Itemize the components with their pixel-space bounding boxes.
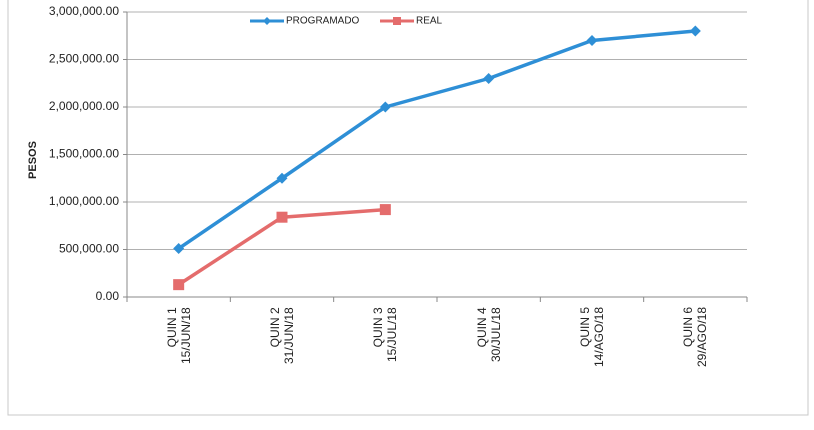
y-axis-title: PESOS (27, 141, 39, 179)
point (689, 25, 701, 37)
point (483, 73, 495, 84)
point (586, 35, 598, 46)
y-tick-label: 3,000,000.00 (49, 4, 119, 18)
point (173, 243, 185, 255)
chart-frame (7, 0, 809, 416)
x-tick-label: QUIN 3 15/JUL/18 (371, 307, 400, 362)
y-tick-label: 0.00 (96, 289, 120, 303)
y-tick-label: 1,500,000.00 (49, 147, 119, 161)
y-tick-label: 2,000,000.00 (49, 99, 119, 113)
point (276, 211, 288, 223)
x-tick-label: QUIN 5 14/AGO/18 (578, 306, 606, 367)
legend-label: PROGRAMADO (286, 16, 360, 27)
y-tick-label: 1,000,000.00 (49, 194, 119, 208)
point (393, 17, 401, 25)
x-tick-label: QUIN 6 29/AGO/18 (681, 306, 710, 367)
y-tick-label: 2,500,000.00 (49, 52, 119, 66)
point (379, 204, 391, 216)
series-line (177, 29, 696, 250)
x-tick-label: QUIN 1 15/JUN/18 (164, 307, 193, 364)
x-tick-label: QUIN 4 30/JUL/18 (474, 307, 503, 362)
point (379, 101, 391, 113)
legend-label: REAL (416, 16, 443, 27)
x-tick-label: QUIN 2 31/JUN/18 (268, 307, 296, 364)
point (276, 172, 288, 184)
y-tick-label: 500,000.00 (59, 242, 119, 256)
point (173, 279, 185, 291)
point (263, 17, 271, 25)
